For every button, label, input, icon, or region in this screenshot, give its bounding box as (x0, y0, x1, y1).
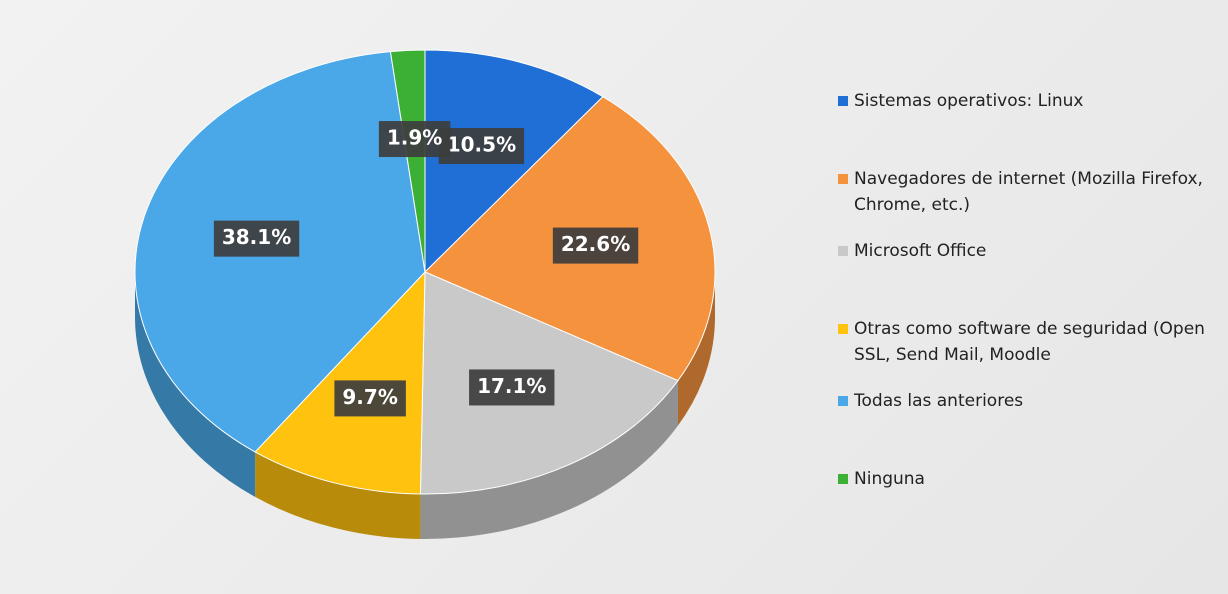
data-label-text: 1.9% (387, 126, 442, 150)
legend-swatch (838, 324, 848, 334)
legend-label: Otras como software de seguridad (Open S… (854, 319, 1205, 365)
pie-side (677, 272, 715, 426)
data-label-box (213, 220, 300, 257)
data-label-box (469, 369, 555, 406)
pie-slice (389, 49, 426, 273)
legend-swatch (838, 474, 848, 484)
data-label: 10.5% (438, 127, 525, 164)
legend-label: Microsoft Office (854, 241, 987, 261)
pie-side (255, 451, 421, 539)
data-label-text: 17.1% (477, 374, 546, 398)
data-label-text: 9.7% (342, 385, 397, 409)
legend-item: Todas las anteriores (838, 388, 1208, 414)
data-label-text: 22.6% (561, 232, 630, 256)
legend-item: Ninguna (838, 466, 1208, 492)
legend-swatch (838, 96, 848, 106)
pie-side (420, 380, 678, 539)
data-label: 1.9% (378, 121, 451, 158)
legend-label: Navegadores de internet (Mozilla Firefox… (854, 169, 1203, 215)
data-label: 38.1% (213, 220, 300, 257)
legend-label: Sistemas operativos: Linux (854, 91, 1084, 111)
pie-side (135, 272, 256, 497)
data-label-text: 10.5% (447, 132, 516, 156)
data-label: 22.6% (552, 227, 639, 264)
legend-swatch (838, 396, 848, 406)
data-label-box (438, 127, 525, 164)
legend-item: Sistemas operativos: Linux (838, 88, 1208, 114)
legend-label: Todas las anteriores (854, 391, 1024, 411)
legend-label: Ninguna (854, 469, 925, 489)
legend-item: Otras como software de seguridad (Open S… (838, 316, 1208, 368)
data-label-text: 38.1% (222, 225, 291, 249)
data-label-box (552, 227, 639, 264)
data-label-box (378, 121, 451, 158)
data-label: 9.7% (334, 380, 406, 417)
legend-item: Navegadores de internet (Mozilla Firefox… (838, 166, 1208, 218)
data-label: 17.1% (469, 369, 555, 406)
legend-swatch (838, 246, 848, 256)
legend-item: Microsoft Office (838, 238, 1208, 264)
legend-swatch (838, 174, 848, 184)
data-label-box (334, 380, 406, 417)
